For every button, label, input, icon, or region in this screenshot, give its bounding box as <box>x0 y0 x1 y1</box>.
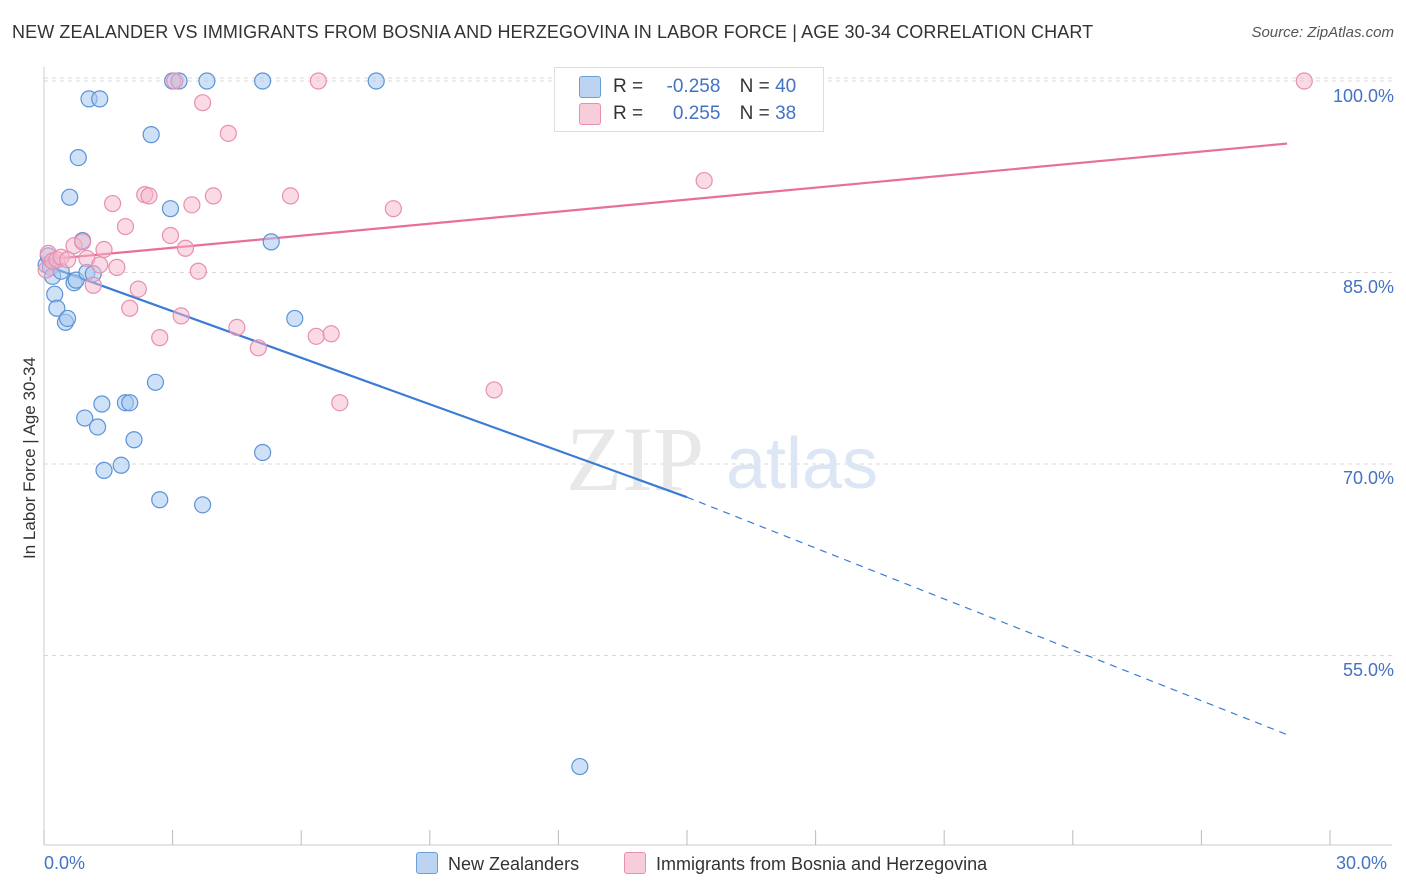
data-point-new-zealander <box>125 431 143 449</box>
data-point-new-zealander <box>95 461 113 479</box>
data-point-bosnia-herzegovina <box>176 239 195 257</box>
data-point-new-zealander <box>254 72 272 90</box>
data-point-bosnia-herzegovina <box>121 299 139 317</box>
data-point-bosnia-herzegovina <box>249 339 267 357</box>
data-point-new-zealander <box>69 149 87 167</box>
gridlines <box>44 77 1392 656</box>
data-point-new-zealander <box>198 72 216 90</box>
data-point-bosnia-herzegovina <box>228 318 246 336</box>
data-point-new-zealander <box>58 309 77 328</box>
data-point-new-zealander <box>146 373 165 391</box>
data-point-new-zealander <box>161 200 180 218</box>
data-point-bosnia-herzegovina <box>140 187 158 205</box>
legend-swatch-pink <box>579 103 601 125</box>
legend-n-label: N = <box>739 103 770 125</box>
data-point-new-zealander <box>46 285 64 303</box>
data-point-bosnia-herzegovina <box>189 262 207 280</box>
data-point-new-zealander <box>61 188 79 206</box>
y-tick-label-70: 70.0% <box>1342 468 1394 488</box>
axes <box>43 67 1392 846</box>
legend-n-value-blue: 40 <box>775 76 797 98</box>
trend-line-blue <box>43 263 688 499</box>
data-point-bosnia-herzegovina <box>485 381 503 399</box>
y-tick-label-100: 100.0% <box>1332 86 1394 106</box>
data-point-bosnia-herzegovina <box>91 256 109 274</box>
data-point-new-zealander <box>194 496 212 514</box>
bottom-legend-label-pink: Immigrants from Bosnia and Herzegovina <box>656 854 988 874</box>
correlation-legend: R = -0.258 N = 40 R = 0.255 N = 38 <box>554 67 824 132</box>
data-point-bosnia-herzegovina <box>84 276 102 294</box>
data-point-new-zealander <box>151 491 169 509</box>
legend-swatch-blue <box>579 76 601 98</box>
data-point-bosnia-herzegovina <box>695 171 713 190</box>
trend-lines <box>43 142 1288 736</box>
data-point-bosnia-herzegovina <box>166 72 184 90</box>
legend-n-value-pink: 38 <box>775 103 797 125</box>
data-points <box>37 72 1313 776</box>
data-point-bosnia-herzegovina <box>95 240 113 259</box>
data-point-new-zealander <box>93 395 111 413</box>
data-point-bosnia-herzegovina <box>58 251 77 269</box>
data-point-bosnia-herzegovina <box>161 226 180 245</box>
trend-line-blue-extrapolated <box>686 496 1288 736</box>
data-point-bosnia-herzegovina <box>194 94 212 112</box>
data-point-new-zealander <box>142 126 160 144</box>
data-point-new-zealander <box>286 309 304 328</box>
data-point-new-zealander <box>88 418 107 436</box>
bottom-legend-pink: Immigrants from Bosnia and Herzegovina <box>624 852 987 875</box>
legend-n-label: N = <box>739 76 770 98</box>
data-point-bosnia-herzegovina <box>73 233 92 251</box>
data-point-new-zealander <box>262 233 280 251</box>
data-point-bosnia-herzegovina <box>322 325 340 343</box>
legend-r-value-blue: -0.258 <box>666 76 721 98</box>
data-point-bosnia-herzegovina <box>129 280 147 298</box>
data-point-new-zealander <box>112 456 130 474</box>
data-point-new-zealander <box>367 72 385 90</box>
data-point-bosnia-herzegovina <box>103 194 122 213</box>
y-tick-label-55: 55.0% <box>1342 660 1394 680</box>
data-point-new-zealander <box>571 757 589 776</box>
legend-r-label: R = <box>613 76 644 98</box>
data-point-bosnia-herzegovina <box>1295 72 1313 90</box>
data-point-new-zealander <box>254 443 272 462</box>
legend-r-label: R = <box>613 103 644 125</box>
source-label: Source: ZipAtlas.com <box>1251 24 1394 41</box>
watermark-atlas: atlas <box>726 424 878 504</box>
watermark-zip: ZIP <box>566 408 704 510</box>
data-point-bosnia-herzegovina <box>116 217 135 236</box>
x-tick-label-max: 30.0% <box>1336 853 1388 873</box>
watermark: ZIP atlas <box>566 408 878 510</box>
data-point-bosnia-herzegovina <box>219 124 237 142</box>
trend-line-pink <box>43 142 1288 261</box>
data-point-new-zealander <box>91 90 109 108</box>
x-tick-label-min: 0.0% <box>44 853 86 873</box>
y-tick-label-85: 85.0% <box>1342 277 1394 297</box>
data-point-bosnia-herzegovina <box>307 327 325 345</box>
data-point-bosnia-herzegovina <box>108 258 126 276</box>
bottom-legend-swatch-blue <box>416 852 438 874</box>
legend-row-blue: R = -0.258 N = 40 <box>579 76 796 98</box>
data-point-new-zealander <box>76 409 94 427</box>
data-point-bosnia-herzegovina <box>151 329 169 347</box>
data-point-bosnia-herzegovina <box>309 72 327 90</box>
data-point-bosnia-herzegovina <box>281 187 300 205</box>
legend-r-value-pink: 0.255 <box>672 103 721 125</box>
data-point-bosnia-herzegovina <box>183 196 201 214</box>
legend-row-pink: R = 0.255 N = 38 <box>579 103 796 125</box>
data-point-bosnia-herzegovina <box>204 187 222 205</box>
bottom-legend-swatch-pink <box>624 852 646 874</box>
chart-title: NEW ZEALANDER VS IMMIGRANTS FROM BOSNIA … <box>12 22 1094 42</box>
data-point-bosnia-herzegovina <box>172 307 190 325</box>
data-point-bosnia-herzegovina <box>384 200 402 218</box>
bottom-legend-label-blue: New Zealanders <box>448 854 580 874</box>
bottom-legend-blue: New Zealanders <box>416 852 579 875</box>
data-point-bosnia-herzegovina <box>331 394 349 412</box>
data-point-new-zealander <box>48 299 66 317</box>
data-point-new-zealander <box>121 394 139 412</box>
